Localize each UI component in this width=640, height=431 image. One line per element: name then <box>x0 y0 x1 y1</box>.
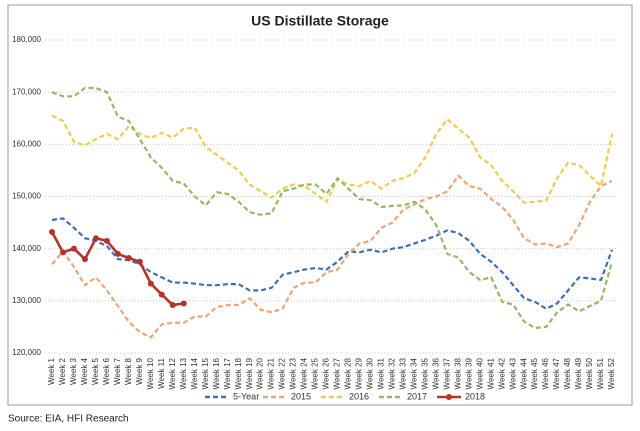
x-tick-label: Week 30 <box>366 357 375 389</box>
x-tick-label: Week 50 <box>585 357 594 389</box>
legend-label: 2017 <box>407 391 427 401</box>
x-tick-label: Week 29 <box>355 357 364 389</box>
x-tick-label: Week 31 <box>377 357 386 389</box>
x-tick-label: Week 42 <box>497 357 506 389</box>
x-tick-label: Week 40 <box>475 357 484 389</box>
x-tick-label: Week 25 <box>311 357 320 389</box>
x-tick-label: Week 39 <box>464 357 473 389</box>
x-tick-label: Week 52 <box>607 357 616 389</box>
data-point <box>158 291 165 298</box>
x-tick-label: Week 37 <box>442 357 451 389</box>
data-point <box>49 228 55 235</box>
x-tick-label: Week 19 <box>245 357 254 389</box>
x-tick-label: Week 45 <box>530 357 539 389</box>
x-tick-label: Week 26 <box>322 357 331 389</box>
data-point <box>125 255 132 262</box>
y-tick-label: 130,000 <box>12 296 41 305</box>
x-tick-label: Week 47 <box>552 357 561 389</box>
x-tick-label: Week 14 <box>190 357 199 389</box>
x-tick-label: Week 15 <box>201 357 210 389</box>
chart-border <box>7 4 633 406</box>
series-line <box>51 86 614 330</box>
source-note: Source: EIA, HFI Research <box>8 414 129 425</box>
x-tick-label: Week 8 <box>124 357 133 385</box>
x-tick-label: Week 6 <box>102 357 111 385</box>
x-tick-label: Week 13 <box>179 357 188 389</box>
y-tick-label: 180,000 <box>12 35 41 44</box>
x-tick-label: Week 17 <box>223 357 232 389</box>
data-point <box>70 245 77 252</box>
series-line <box>51 114 614 204</box>
x-tick-label: Week 4 <box>80 357 89 385</box>
y-tick-label: 120,000 <box>12 348 41 357</box>
x-tick-label: Week 27 <box>333 357 342 389</box>
x-tick-label: Week 43 <box>508 357 517 389</box>
data-point <box>114 250 121 257</box>
chart-title: US Distillate Storage <box>251 13 389 29</box>
y-tick-label: 160,000 <box>12 139 41 148</box>
x-tick-label: Week 16 <box>212 357 221 389</box>
data-point <box>92 235 99 242</box>
series-line <box>51 217 614 310</box>
legend-label: 2018 <box>465 391 485 401</box>
x-tick-label: Week 49 <box>574 357 583 389</box>
x-tick-label: Week 38 <box>453 357 462 389</box>
x-tick-label: Week 24 <box>300 357 309 389</box>
x-tick-label: Week 51 <box>596 357 605 389</box>
data-point <box>81 256 88 263</box>
series-line <box>51 173 613 339</box>
legend-label: 2016 <box>349 391 369 401</box>
x-tick-label: Week 21 <box>267 357 276 389</box>
data-point <box>169 302 176 309</box>
data-point <box>180 300 187 307</box>
legend-label: 2015 <box>291 391 311 401</box>
x-tick-label: Week 46 <box>541 357 550 389</box>
x-tick-label: Week 41 <box>486 357 495 389</box>
x-tick-label: Week 5 <box>91 357 100 385</box>
x-tick-label: Week 23 <box>289 357 298 389</box>
x-tick-label: Week 44 <box>519 357 528 389</box>
x-tick-label: Week 36 <box>431 357 440 389</box>
x-tick-label: Week 35 <box>420 357 429 389</box>
x-tick-label: Week 22 <box>278 357 287 389</box>
x-tick-label: Week 2 <box>58 357 67 385</box>
y-tick-label: 150,000 <box>12 192 41 201</box>
x-tick-label: Week 28 <box>344 357 353 389</box>
legend-marker <box>446 394 452 400</box>
x-tick-label: Week 1 <box>47 357 56 385</box>
x-tick-label: Week 33 <box>398 357 407 389</box>
x-tick-label: Week 10 <box>146 357 155 389</box>
x-tick-label: Week 7 <box>113 357 122 385</box>
x-tick-label: Week 18 <box>234 357 243 389</box>
y-tick-label: 170,000 <box>12 87 41 96</box>
x-tick-label: Week 20 <box>256 357 265 389</box>
x-tick-label: Week 3 <box>69 357 78 385</box>
x-tick-label: Week 48 <box>563 357 572 389</box>
data-point <box>103 237 110 244</box>
y-tick-label: 140,000 <box>12 244 41 253</box>
data-point <box>136 258 143 265</box>
x-tick-label: Week 12 <box>168 357 177 389</box>
x-tick-label: Week 11 <box>157 357 166 388</box>
legend-label: 5-Year <box>233 391 259 401</box>
data-point <box>59 249 66 256</box>
data-point <box>147 280 154 287</box>
x-tick-label: Week 32 <box>388 357 397 389</box>
x-tick-label: Week 9 <box>135 357 144 385</box>
x-tick-label: Week 34 <box>409 357 418 389</box>
